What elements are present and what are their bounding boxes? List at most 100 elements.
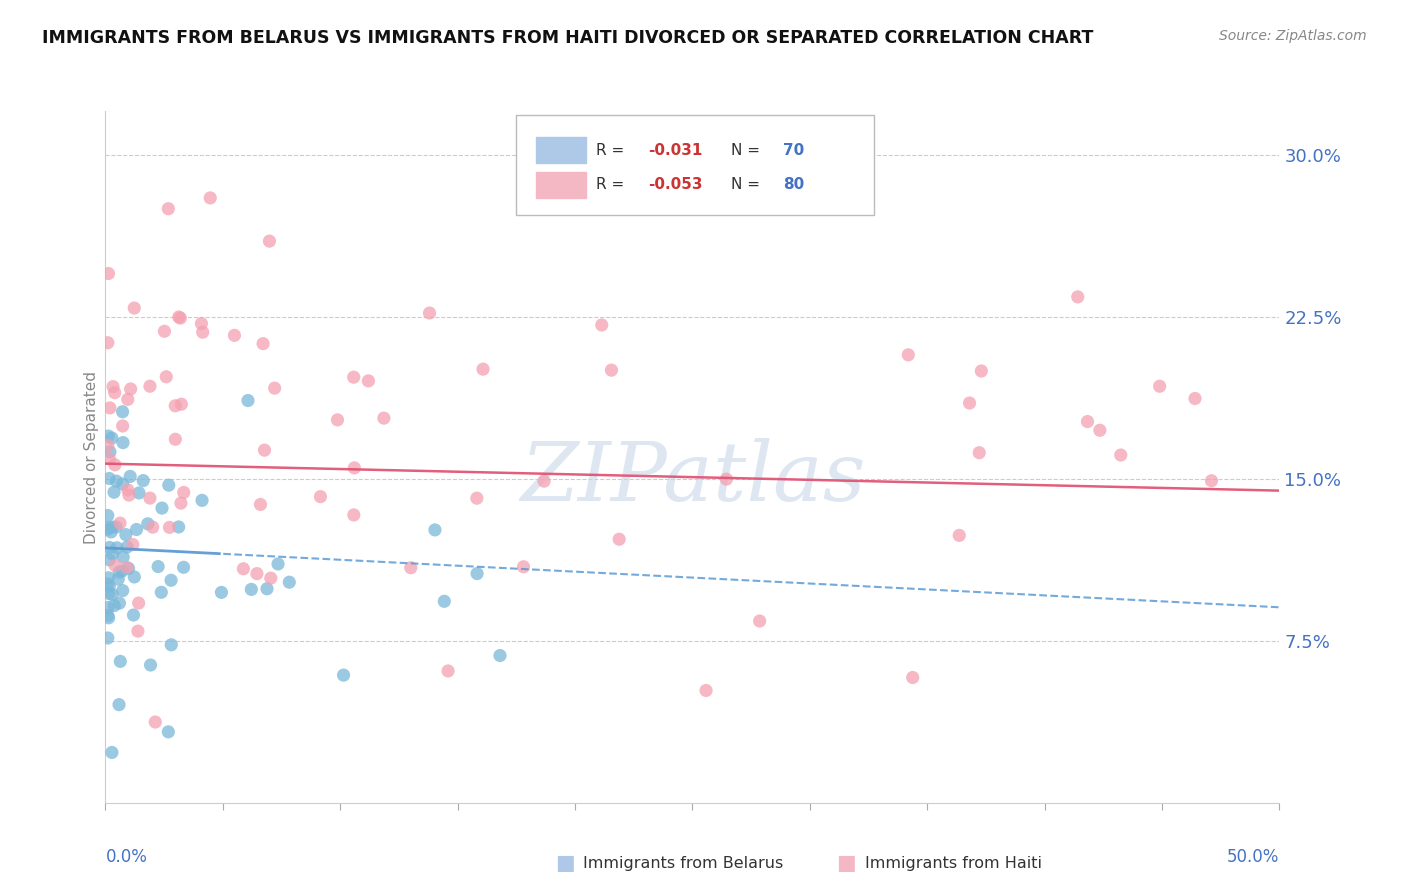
Point (159, 520, 181, 534)
Text: 70: 70 (783, 143, 804, 158)
Point (1067, 290, 1090, 304)
Point (533, 474, 555, 488)
Point (143, 714, 166, 729)
Point (112, 550, 135, 565)
Point (600, 363, 623, 377)
Point (111, 419, 134, 434)
Point (278, 575, 301, 590)
Point (97, 267, 120, 281)
Point (246, 566, 269, 581)
Point (120, 382, 142, 396)
Point (105, 474, 128, 488)
Point (97, 608, 120, 623)
Point (157, 724, 180, 739)
Point (437, 664, 460, 678)
Bar (536, 171, 586, 198)
Text: -0.053: -0.053 (648, 178, 703, 193)
Point (716, 472, 738, 486)
Point (157, 478, 180, 492)
Text: R =: R = (596, 178, 630, 193)
Point (98, 579, 121, 593)
Point (97, 586, 120, 600)
Point (165, 399, 187, 413)
Point (97, 600, 120, 615)
Point (115, 560, 138, 574)
Point (1201, 474, 1223, 488)
Point (98, 471, 121, 485)
Point (110, 654, 132, 668)
Point (111, 477, 134, 491)
Point (104, 385, 127, 400)
Point (236, 393, 259, 408)
Point (191, 325, 214, 339)
Point (160, 638, 183, 652)
Point (108, 698, 131, 712)
Point (128, 486, 150, 500)
Point (108, 565, 131, 579)
Point (121, 537, 143, 551)
Point (111, 435, 134, 450)
Point (115, 527, 138, 541)
Point (232, 562, 254, 576)
Point (433, 594, 456, 608)
Point (373, 411, 395, 425)
Point (97, 522, 120, 536)
Text: ■: ■ (837, 854, 856, 873)
Point (125, 523, 148, 537)
Point (111, 564, 134, 578)
Text: Source: ZipAtlas.com: Source: ZipAtlas.com (1219, 29, 1367, 43)
FancyBboxPatch shape (516, 115, 875, 215)
Point (97, 335, 120, 350)
Point (117, 483, 139, 497)
Point (165, 432, 187, 446)
Point (97, 611, 120, 625)
Point (167, 520, 190, 534)
Point (122, 301, 145, 315)
Text: R =: R = (596, 143, 630, 158)
Point (263, 381, 285, 395)
Point (173, 485, 195, 500)
Point (139, 379, 162, 393)
Point (139, 491, 162, 505)
Point (136, 516, 159, 531)
Point (98, 553, 121, 567)
Text: 50.0%: 50.0% (1227, 847, 1279, 866)
Point (101, 746, 124, 760)
Point (157, 202, 180, 216)
Point (118, 488, 141, 502)
Point (101, 520, 124, 534)
Point (146, 559, 169, 574)
Point (101, 547, 124, 561)
Point (591, 318, 613, 332)
Point (173, 560, 195, 574)
Point (1109, 448, 1132, 462)
Point (959, 396, 981, 410)
Point (897, 348, 920, 362)
Point (309, 490, 332, 504)
Point (200, 191, 222, 205)
Text: IMMIGRANTS FROM BELARUS VS IMMIGRANTS FROM HAITI DIVORCED OR SEPARATED CORRELATI: IMMIGRANTS FROM BELARUS VS IMMIGRANTS FR… (42, 29, 1094, 46)
Point (970, 364, 993, 378)
Point (332, 668, 354, 682)
Point (967, 446, 990, 460)
Text: 0.0%: 0.0% (105, 847, 148, 866)
Point (97, 577, 120, 591)
Point (98, 401, 121, 415)
Point (357, 374, 380, 388)
Point (100, 524, 122, 539)
Point (191, 493, 214, 508)
Point (167, 310, 190, 324)
Point (105, 520, 128, 534)
Point (103, 485, 125, 500)
Point (97, 631, 120, 645)
Point (150, 501, 173, 516)
Point (98, 541, 121, 555)
Text: ZIPatlas: ZIPatlas (520, 438, 865, 518)
Point (607, 533, 630, 547)
Point (901, 671, 924, 685)
Text: ■: ■ (555, 854, 575, 873)
Point (252, 336, 274, 351)
Point (105, 541, 128, 555)
Point (104, 458, 127, 472)
Point (224, 328, 246, 343)
